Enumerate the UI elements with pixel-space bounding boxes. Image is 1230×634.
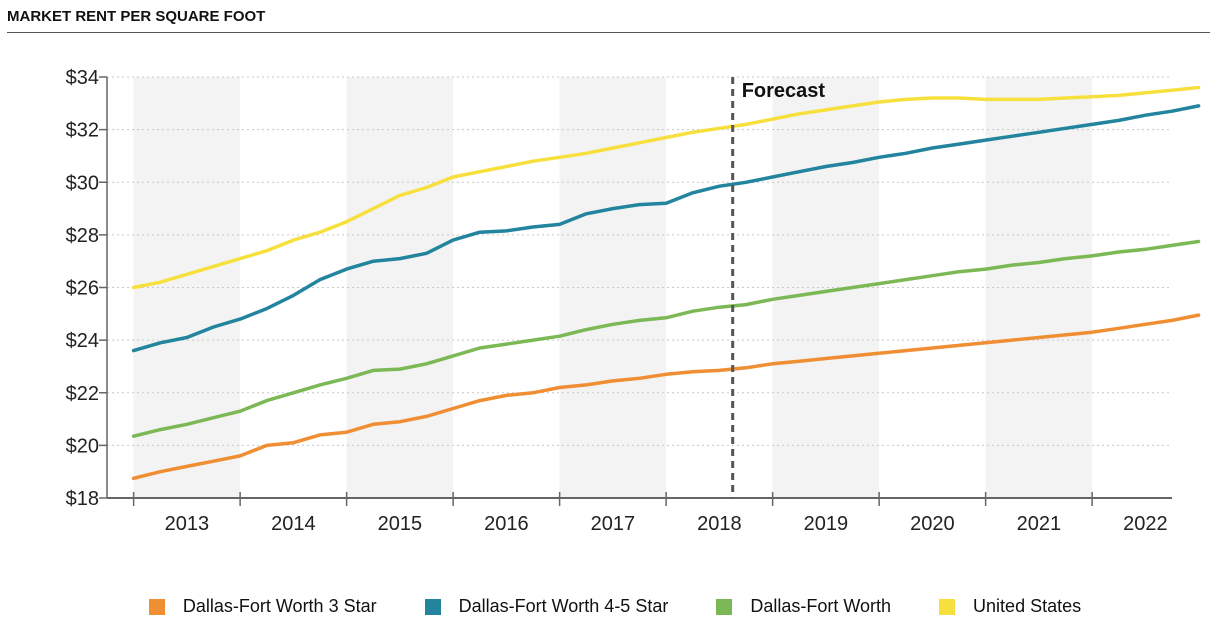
line-chart: $18 $20 $22 $24 $26 $28 $30 $32 $34 2013 2014 2015…	[66, 67, 1201, 535]
forecast-label: Forecast	[742, 80, 826, 102]
legend-swatch	[939, 598, 956, 615]
y-tick-label: $32	[66, 120, 99, 142]
series-lines	[131, 85, 1201, 481]
year-band	[133, 77, 241, 498]
series-line	[131, 239, 1201, 438]
x-axis-ticks: 2013 2014 2015 2016 2017 2018 2019 2020 2021 2022	[165, 513, 1168, 535]
y-tick-label: $30	[66, 172, 99, 194]
legend-item: Dallas-Fort Worth 4-5 Star	[424, 596, 669, 617]
y-tick-label: $18	[66, 488, 99, 510]
legend-label: Dallas-Fort Worth	[750, 596, 892, 616]
x-tick-label: 2021	[1017, 513, 1062, 535]
legend-swatch	[424, 598, 441, 615]
x-tick-label: 2013	[165, 513, 210, 535]
series-line	[131, 85, 1201, 290]
legend-label: Dallas-Fort Worth 3 Star	[182, 596, 377, 616]
legend-label: Dallas-Fort Worth 4-5 Star	[458, 596, 669, 616]
forecast-marker: Forecast	[731, 77, 826, 498]
legend: Dallas-Fort Worth 3 Star Dallas-Fort Wort…	[0, 596, 1230, 617]
legend-swatch	[148, 598, 165, 615]
series-line	[131, 313, 1201, 481]
y-tick-label: $20	[66, 435, 99, 457]
x-tick-label: 2019	[804, 513, 849, 535]
x-tick-label: 2022	[1123, 513, 1168, 535]
legend-label: United States	[973, 596, 1082, 616]
legend-item: United States	[939, 596, 1081, 617]
y-tick-label: $26	[66, 278, 99, 300]
x-tick-label: 2015	[378, 513, 423, 535]
x-tick-label: 2017	[591, 513, 636, 535]
legend-item: Dallas-Fort Worth	[716, 596, 891, 617]
series-line	[131, 104, 1201, 353]
legend-swatch	[716, 598, 733, 615]
x-tick-label: 2018	[697, 513, 742, 535]
y-tick-label: $28	[66, 225, 99, 247]
y-tick-label: $22	[66, 383, 99, 405]
x-tick-label: 2020	[910, 513, 955, 535]
x-tick-label: 2014	[271, 513, 316, 535]
x-tick-label: 2016	[484, 513, 529, 535]
title-divider	[7, 32, 1210, 33]
y-tick-label: $24	[66, 330, 99, 352]
y-tick-label: $34	[66, 67, 99, 89]
axes	[99, 76, 1172, 506]
y-axis-ticks: $18 $20 $22 $24 $26 $28 $30 $32 $34	[66, 67, 99, 510]
legend-item: Dallas-Fort Worth 3 Star	[148, 596, 377, 617]
chart-title: MARKET RENT PER SQUARE FOOT	[7, 8, 266, 25]
